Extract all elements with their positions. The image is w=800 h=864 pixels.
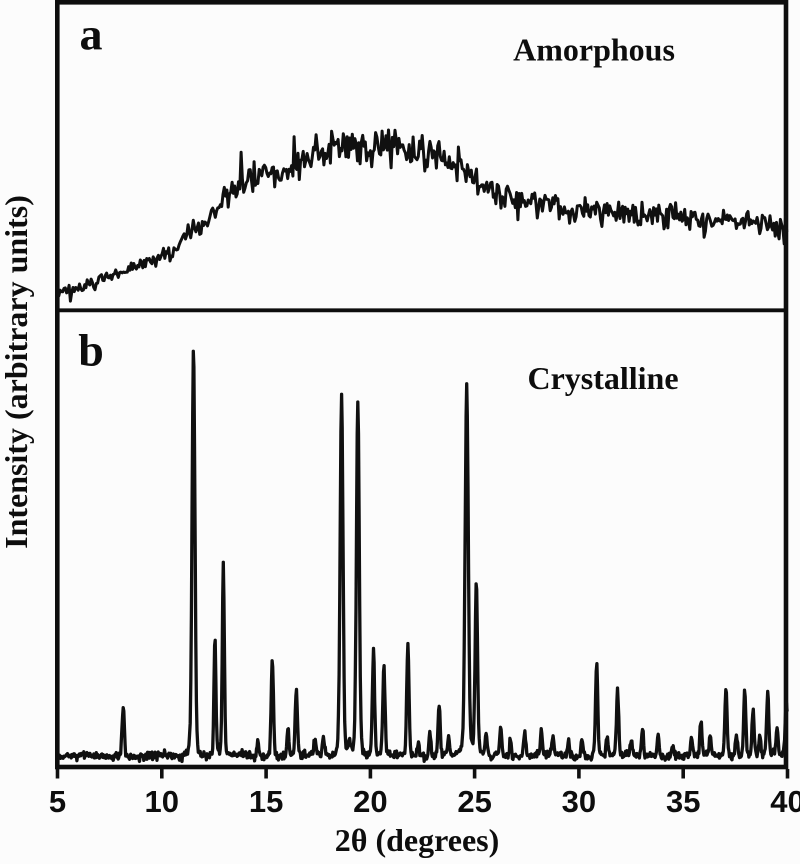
svg-text:40: 40 — [770, 784, 800, 819]
svg-text:30: 30 — [562, 784, 596, 819]
svg-text:Crystalline: Crystalline — [527, 360, 678, 396]
svg-text:a: a — [80, 9, 103, 60]
svg-text:25: 25 — [457, 784, 491, 819]
svg-text:35: 35 — [666, 784, 700, 819]
svg-text:15: 15 — [249, 784, 283, 819]
svg-text:20: 20 — [353, 784, 387, 819]
svg-text:5: 5 — [49, 784, 66, 819]
svg-text:10: 10 — [145, 784, 179, 819]
svg-text:Intensity (arbitrary units): Intensity (arbitrary units) — [0, 195, 34, 549]
svg-text:b: b — [78, 325, 104, 376]
svg-text:Amorphous: Amorphous — [513, 32, 675, 68]
svg-text:2θ (degrees): 2θ (degrees) — [335, 822, 500, 858]
